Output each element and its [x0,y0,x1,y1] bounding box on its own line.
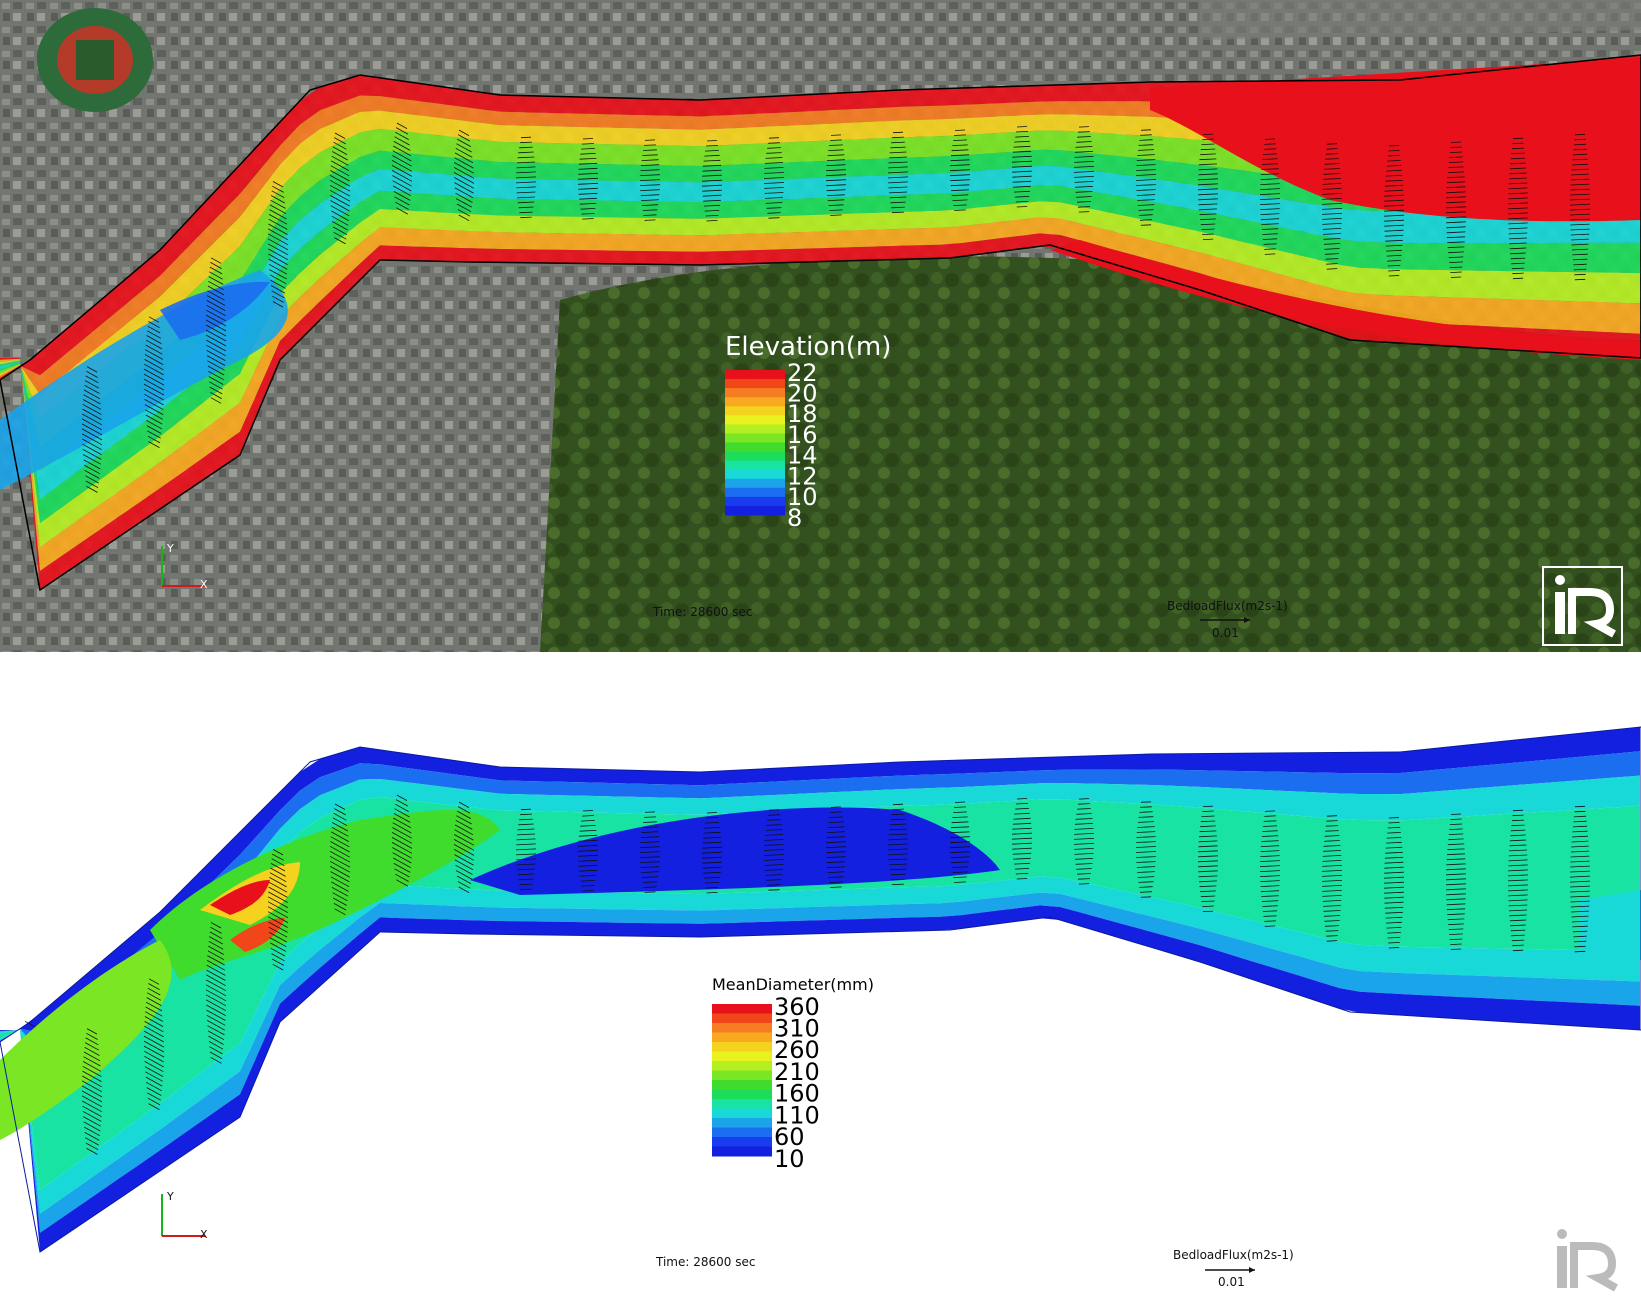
bedload-vector-group [515,136,537,219]
satellite-forest-area [540,256,1641,652]
bedload-vector-group [701,140,723,222]
bedload-vector-group [577,138,599,220]
bedload-vector-group [1383,145,1405,277]
legend-tick-label: 18 [787,400,818,428]
bedload-vector-group [1321,143,1343,270]
mean-diameter-legend-colorbar [712,1004,772,1157]
bedload-vector-group [887,131,909,214]
axis-y-label: Y [166,1190,174,1203]
bedload-vector-group [205,257,227,404]
legend-tick-label: 160 [774,1080,820,1108]
legend-tick-label: 8 [787,504,802,532]
legend-tick-label: 60 [774,1123,805,1151]
legend-tick-label: 16 [787,421,818,449]
mean-diameter-panel: MeanDiameter(mm) 3603102602101601106010 … [0,652,1641,1301]
bedload-vector-group [1445,813,1467,950]
bedload-vector-group [453,129,475,222]
bedload-vector-group [453,801,475,894]
elevation-legend-title: Elevation(m) [725,332,891,362]
bedload-vector-group [1011,798,1033,880]
time-label: Time: 28600 sec [655,1255,755,1269]
bedload-vector-group [329,132,351,245]
legend-tick-label: 210 [774,1058,820,1086]
bedload-vector-group [1073,126,1095,213]
bedload-vector-group [1135,801,1157,898]
legend-tick-label: 10 [787,483,818,511]
bedload-vector-group [887,803,909,886]
legend-tick-label: 260 [774,1036,820,1064]
legend-tick-label: 20 [787,380,818,408]
bedload-vector-group [267,849,289,971]
bedload-vector-group [1321,815,1343,942]
bedload-vector-group [1569,805,1591,953]
bedload-vector-group [949,129,971,211]
mean-diameter-legend-title: MeanDiameter(mm) [712,975,874,994]
bedload-flux-title: BedloadFlux(m2s-1) [1167,599,1288,613]
bedload-vector-group [24,1020,36,1028]
bedload-vector-group [1383,817,1405,949]
legend-tick-label: 12 [787,462,818,490]
bedload-vector-group [329,803,351,916]
bedload-vector-group [391,794,413,887]
legend-tick-label: 22 [787,359,818,387]
bedload-vector-group [701,812,723,894]
time-label: Time: 28600 sec [652,605,752,619]
bedload-vector-group [81,366,103,493]
mean-diameter-river [0,726,1641,1253]
axes-triad: Y X [161,1190,208,1241]
bedload-vector-group [1507,137,1529,280]
bedload-vector-group [1445,141,1467,278]
bedload-vector-group [763,809,785,891]
bedload-flux-legend: BedloadFlux(m2s-1) 0.01 [1173,1248,1294,1289]
bedload-vector-group [143,978,165,1110]
legend-tick-label: 14 [787,442,818,470]
axis-x-label: X [200,1228,208,1241]
bedload-flux-scale: 0.01 [1212,626,1239,640]
bedload-vector-group [949,801,971,883]
bedload-vector-group [143,316,165,448]
bedload-vector-group [577,810,599,892]
bedload-vector-group [1507,809,1529,952]
bedload-vector-group [763,137,785,219]
iric-logo [1542,566,1623,646]
bedload-flux-title: BedloadFlux(m2s-1) [1173,1248,1294,1262]
bedload-vector-group [1569,133,1591,281]
bedload-vector-group [825,806,847,888]
axis-x-label: X [200,578,208,591]
elevation-legend-colorbar [725,370,785,516]
bedload-vector-group [639,811,661,893]
bedload-vector-group [1197,805,1219,912]
bedload-vector-group [205,922,227,1064]
legend-tick-label: 10 [774,1145,805,1173]
bedload-flux-legend: BedloadFlux(m2s-1) 0.01 [1167,599,1288,640]
bedload-vector-group [1011,126,1033,208]
bedload-vector-group [1259,810,1281,927]
elevation-river [0,54,1641,592]
axes-triad: Y X [161,542,208,591]
bedload-vector-group [81,1028,103,1155]
bedload-vector-group [825,134,847,216]
legend-tick-label: 310 [774,1015,820,1043]
bedload-flux-scale: 0.01 [1218,1275,1245,1289]
legend-tick-label: 110 [774,1101,820,1129]
bedload-vector-group [1135,129,1157,226]
bedload-vector-group [515,808,537,891]
bedload-vector-group [1259,138,1281,255]
bedload-vector-group [639,139,661,221]
bedload-vector-group [1197,133,1219,240]
iric-logo [1557,1229,1618,1292]
bedload-vector-group [1073,798,1095,885]
bedload-vector-group [267,181,289,308]
legend-tick-label: 360 [774,993,820,1021]
axis-y-label: Y [166,542,174,555]
bedload-vector-group [391,122,413,215]
